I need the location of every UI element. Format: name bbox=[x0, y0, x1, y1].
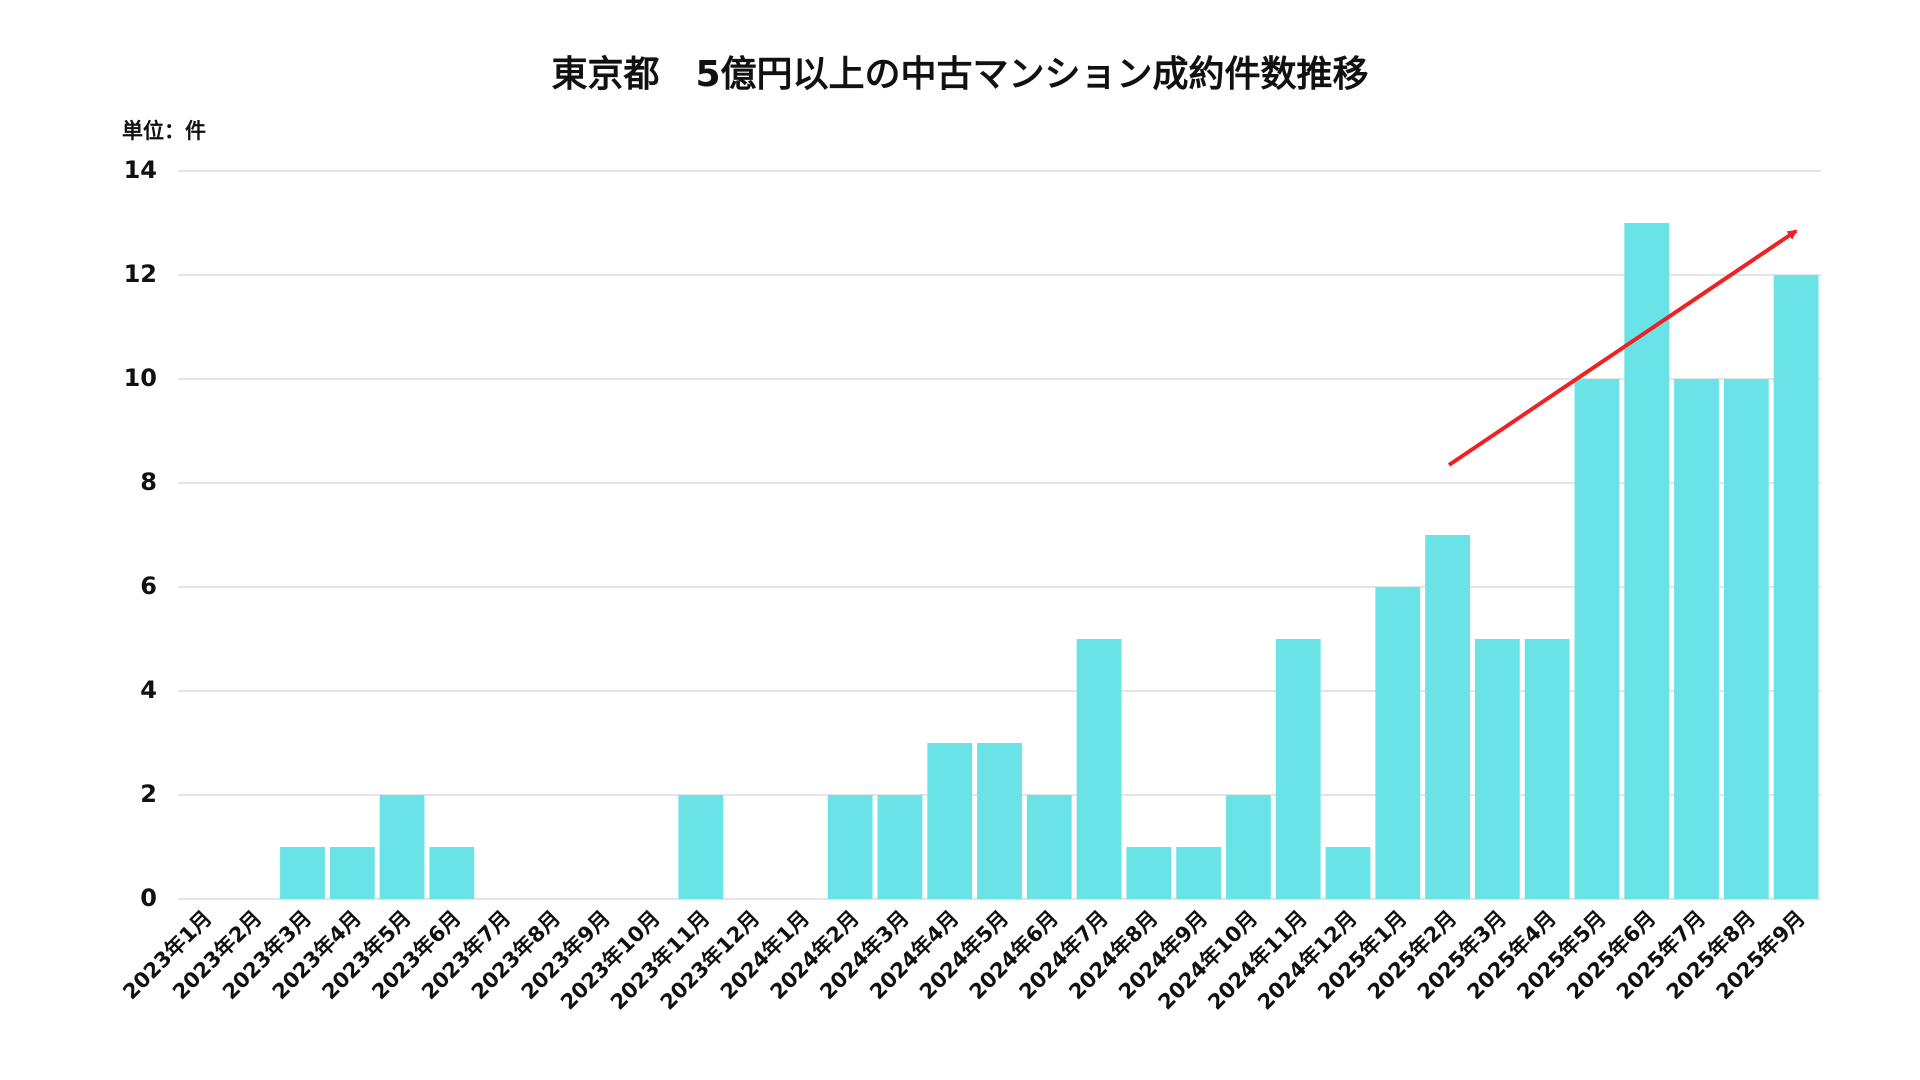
bar bbox=[1176, 847, 1222, 899]
bar bbox=[1524, 639, 1570, 899]
unit-label: 単位：件 bbox=[122, 119, 206, 143]
y-tick-label: 0 bbox=[140, 884, 157, 912]
bar bbox=[1226, 795, 1271, 899]
bar bbox=[1425, 535, 1470, 899]
bar bbox=[1674, 379, 1719, 899]
bar bbox=[329, 847, 375, 899]
bar bbox=[280, 847, 325, 899]
bar bbox=[379, 795, 425, 899]
bar bbox=[1126, 847, 1172, 899]
y-tick-label: 12 bbox=[124, 260, 157, 288]
bar bbox=[1624, 223, 1670, 899]
bar bbox=[877, 795, 923, 899]
y-tick-label: 10 bbox=[124, 364, 157, 392]
bar bbox=[1773, 275, 1819, 899]
y-tick-label: 2 bbox=[140, 780, 157, 808]
bar bbox=[977, 743, 1022, 899]
plot-area: 024681012142023年1月2023年2月2023年3月2023年4月2… bbox=[118, 156, 1821, 1014]
bar bbox=[678, 795, 724, 899]
y-tick-label: 4 bbox=[140, 676, 157, 704]
bar bbox=[429, 847, 475, 899]
chart-title: 東京都 5億円以上の中古マンション成約件数推移 bbox=[551, 53, 1368, 95]
bar bbox=[1574, 379, 1620, 899]
bar bbox=[1474, 639, 1520, 899]
bar bbox=[827, 795, 873, 899]
y-tick-label: 6 bbox=[140, 572, 157, 600]
bar bbox=[1325, 847, 1371, 899]
bar bbox=[1375, 587, 1421, 899]
bar bbox=[927, 743, 973, 899]
bar bbox=[1076, 639, 1122, 899]
bar bbox=[1275, 639, 1321, 899]
trend-arrow bbox=[1447, 229, 1798, 467]
y-tick-label: 14 bbox=[124, 156, 157, 184]
bar bbox=[1026, 795, 1072, 899]
bar bbox=[1723, 379, 1769, 899]
y-tick-label: 8 bbox=[140, 468, 157, 496]
